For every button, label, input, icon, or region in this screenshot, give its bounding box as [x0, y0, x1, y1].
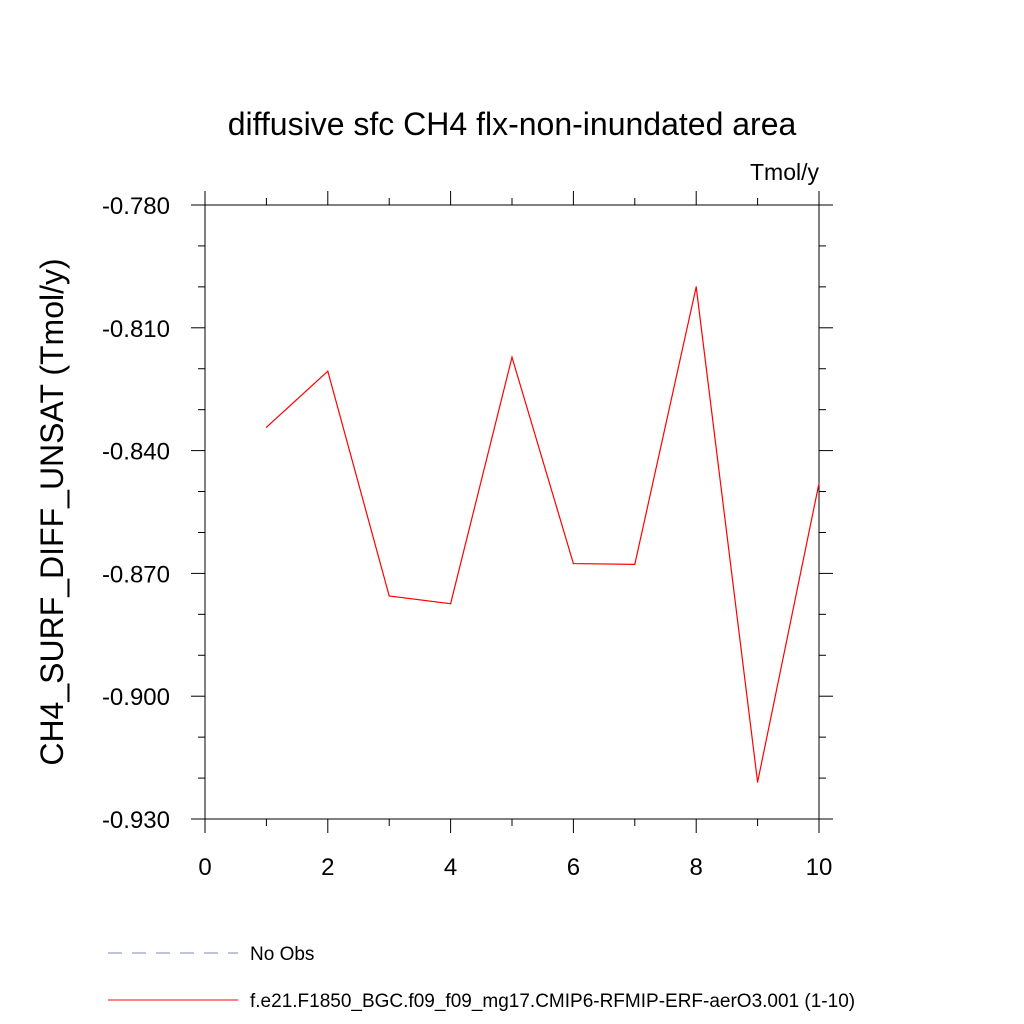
data-point: [572, 562, 575, 565]
x-tick-label: 8: [690, 854, 703, 881]
y-tick-label: -0.810: [102, 316, 170, 343]
y-tick-label: -0.900: [102, 684, 170, 711]
y-tick-label: -0.840: [102, 439, 170, 466]
data-point: [450, 603, 452, 605]
data-point: [388, 595, 390, 597]
series-layer: [265, 286, 820, 783]
units-label: Tmol/y: [750, 159, 820, 185]
x-tick-label: 4: [444, 854, 457, 881]
y-tick-label: -0.780: [102, 193, 170, 220]
y-tick-label: -0.930: [102, 807, 170, 834]
data-point: [695, 286, 697, 288]
legend-label: f.e21.F1850_BGC.f09_f09_mg17.CMIP6-RFMIP…: [250, 991, 855, 1012]
data-point: [757, 781, 759, 783]
plot-frame: [204, 204, 820, 820]
axes-layer: 0 2 4 6 8 10 -0.780 -0.810 -0.840 -0.870 -0.900 -0.…: [102, 191, 833, 881]
x-tick-label: 0: [198, 854, 211, 881]
legend: No Obs f.e21.F1850_BGC.f09_f09_mg17.CMIP6…: [108, 944, 855, 1012]
x-tick-label: 6: [567, 854, 580, 881]
y-axis-label: CH4_SURF_DIFF_UNSAT (Tmol/y): [34, 258, 70, 765]
data-point: [511, 356, 513, 358]
data-point: [327, 370, 329, 372]
x-tick-label: 2: [321, 854, 334, 881]
y-tick-label: -0.870: [102, 561, 170, 588]
data-point: [818, 482, 820, 484]
chart-title: diffusive sfc CH4 flx-non-inundated area: [228, 106, 797, 142]
data-point: [265, 426, 267, 428]
legend-label: No Obs: [250, 944, 314, 965]
x-tick-label: 10: [806, 854, 833, 881]
data-point: [634, 563, 636, 565]
series-line-1: [265, 286, 820, 783]
